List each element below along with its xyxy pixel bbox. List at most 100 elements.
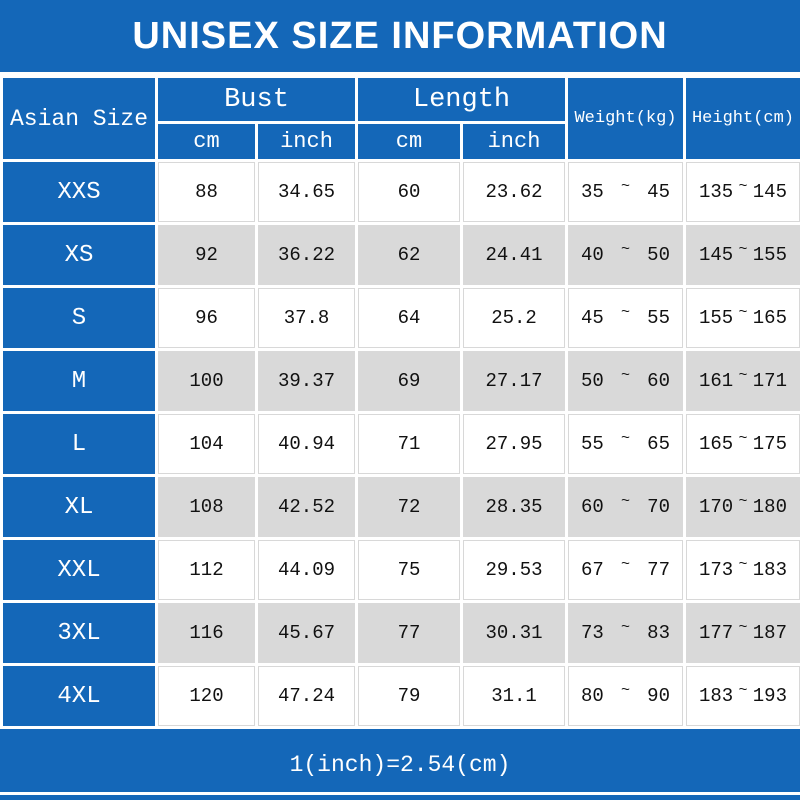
header-asian-size: Asian Size <box>0 75 158 162</box>
weight-max: 60 <box>647 370 670 392</box>
size-cell: S <box>0 285 158 351</box>
weight-range: 50 ~60 <box>570 366 682 393</box>
weight-min: 55 <box>581 433 604 455</box>
height-range: 170 ~180 <box>688 492 799 519</box>
weight-max: 90 <box>647 685 670 707</box>
height-max: 175 <box>752 433 787 455</box>
height-range: 173 ~183 <box>688 556 799 582</box>
tilde-symbol: ~ <box>738 429 748 447</box>
bust-cm-cell: 100 <box>155 348 258 414</box>
header-weight: Weight(kg) <box>565 75 686 162</box>
length-inch-cell: 27.17 <box>460 348 568 414</box>
height-range: 155 ~165 <box>688 303 799 330</box>
height-range-cell: 173 ~183 <box>683 537 800 603</box>
height-min: 173 <box>699 559 734 581</box>
height-range: 177 ~187 <box>688 618 799 645</box>
length-cm-cell: 71 <box>355 411 463 477</box>
bust-inch-cell: 40.94 <box>255 411 358 477</box>
size-cell: XXS <box>0 159 158 225</box>
weight-range-cell: 35 ~45 <box>565 159 686 225</box>
tilde-symbol: ~ <box>738 492 748 510</box>
weight-min: 80 <box>581 685 604 707</box>
weight-min: 73 <box>581 622 604 644</box>
header-length-cm: cm <box>355 121 463 162</box>
weight-range: 73 ~83 <box>570 618 682 645</box>
weight-min: 50 <box>581 370 604 392</box>
height-range: 135 ~145 <box>688 177 799 204</box>
header-bust-cm: cm <box>155 121 258 162</box>
length-cm-cell: 62 <box>355 222 463 288</box>
weight-range-cell: 50 ~60 <box>565 348 686 414</box>
size-cell: XL <box>0 474 158 540</box>
tilde-symbol: ~ <box>620 429 630 447</box>
size-cell: XXL <box>0 537 158 603</box>
bust-inch-cell: 47.24 <box>255 663 358 729</box>
weight-range-cell: 55 ~65 <box>565 411 686 477</box>
tilde-symbol: ~ <box>620 618 630 636</box>
table-row: XXS 88 34.65 60 23.62 35 ~45 135 ~145 <box>0 159 800 225</box>
bottom-divider <box>0 792 800 795</box>
size-cell: XS <box>0 222 158 288</box>
length-cm-cell: 69 <box>355 348 463 414</box>
weight-range-cell: 73 ~83 <box>565 600 686 666</box>
table-body: XXS 88 34.65 60 23.62 35 ~45 135 ~145 XS 9… <box>0 159 800 729</box>
height-min: 145 <box>699 244 734 266</box>
bust-cm-cell: 116 <box>155 600 258 666</box>
tilde-symbol: ~ <box>620 303 630 321</box>
weight-max: 65 <box>647 433 670 455</box>
height-min: 170 <box>699 496 734 518</box>
bust-inch-cell: 37.8 <box>255 285 358 351</box>
height-max: 155 <box>752 244 787 266</box>
weight-range: 60 ~70 <box>570 493 682 519</box>
table-row: 3XL 116 45.67 77 30.31 73 ~83 177 ~187 <box>0 600 800 666</box>
tilde-symbol: ~ <box>620 177 630 195</box>
tilde-symbol: ~ <box>738 303 748 321</box>
height-range-cell: 170 ~180 <box>683 474 800 540</box>
tilde-symbol: ~ <box>620 681 630 699</box>
tilde-symbol: ~ <box>738 177 748 195</box>
height-min: 165 <box>699 433 734 455</box>
length-cm-cell: 64 <box>355 285 463 351</box>
tilde-symbol: ~ <box>738 618 748 636</box>
height-min: 155 <box>699 307 734 329</box>
weight-min: 67 <box>581 559 604 581</box>
tilde-symbol: ~ <box>620 555 630 573</box>
bust-inch-cell: 45.67 <box>255 600 358 666</box>
height-range: 165 ~175 <box>688 429 799 456</box>
weight-min: 35 <box>581 181 604 203</box>
tilde-symbol: ~ <box>620 366 630 384</box>
header-bust: Bust <box>155 75 358 124</box>
table-row: XS 92 36.22 62 24.41 40 ~50 145 ~155 <box>0 222 800 288</box>
height-max: 171 <box>752 370 787 392</box>
height-max: 145 <box>752 181 787 203</box>
length-inch-cell: 24.41 <box>460 222 568 288</box>
size-cell: L <box>0 411 158 477</box>
title-band: UNISEX SIZE INFORMATION <box>0 0 800 75</box>
bust-inch-cell: 34.65 <box>255 159 358 225</box>
weight-range: 35 ~45 <box>570 177 682 204</box>
length-inch-cell: 31.1 <box>460 663 568 729</box>
weight-max: 70 <box>647 496 670 518</box>
header-height: Height(cm) <box>683 75 800 162</box>
height-range-cell: 135 ~145 <box>683 159 800 225</box>
table-row: XL 108 42.52 72 28.35 60 ~70 170 ~180 <box>0 474 800 540</box>
weight-min: 45 <box>581 307 604 329</box>
tilde-symbol: ~ <box>620 240 630 258</box>
height-range-cell: 165 ~175 <box>683 411 800 477</box>
weight-range: 55 ~65 <box>570 429 682 456</box>
bust-cm-cell: 108 <box>155 474 258 540</box>
table-row: 4XL 120 47.24 79 31.1 80 ~90 183 ~193 <box>0 663 800 729</box>
page-title: UNISEX SIZE INFORMATION <box>132 14 668 57</box>
footer-band: 1(inch)=2.54(cm) <box>0 729 800 800</box>
weight-min: 60 <box>581 496 604 518</box>
weight-max: 50 <box>647 244 670 266</box>
bust-inch-cell: 36.22 <box>255 222 358 288</box>
header-row-units: cm inch cm inch <box>2 121 800 162</box>
table-row: XXL 112 44.09 75 29.53 67 ~77 173 ~183 <box>0 537 800 603</box>
height-range-cell: 177 ~187 <box>683 600 800 666</box>
height-max: 180 <box>752 496 787 518</box>
bust-cm-cell: 92 <box>155 222 258 288</box>
height-min: 161 <box>699 370 734 392</box>
height-range: 161 ~171 <box>688 367 799 393</box>
length-cm-cell: 72 <box>355 474 463 540</box>
